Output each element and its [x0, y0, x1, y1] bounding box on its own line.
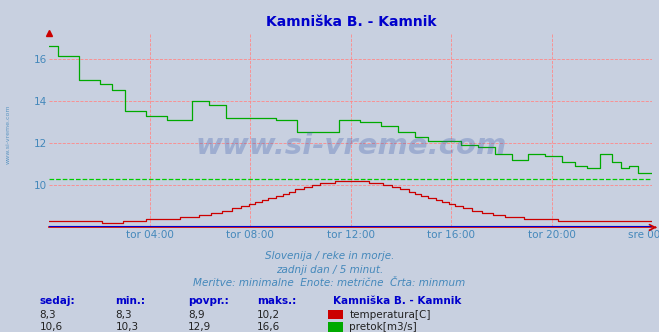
Text: 10,2: 10,2 [257, 310, 280, 320]
Text: 10,3: 10,3 [115, 322, 138, 332]
Text: Meritve: minimalne  Enote: metrične  Črta: minmum: Meritve: minimalne Enote: metrične Črta:… [193, 278, 466, 288]
Text: min.:: min.: [115, 296, 146, 306]
Text: pretok[m3/s]: pretok[m3/s] [349, 322, 417, 332]
Text: Kamniška B. - Kamnik: Kamniška B. - Kamnik [333, 296, 461, 306]
Text: maks.:: maks.: [257, 296, 297, 306]
Text: povpr.:: povpr.: [188, 296, 229, 306]
Text: 10,6: 10,6 [40, 322, 63, 332]
Text: 8,3: 8,3 [40, 310, 56, 320]
Text: 12,9: 12,9 [188, 322, 211, 332]
Text: Slovenija / reke in morje.: Slovenija / reke in morje. [265, 251, 394, 261]
Title: Kamniška B. - Kamnik: Kamniška B. - Kamnik [266, 15, 436, 29]
Text: 8,9: 8,9 [188, 310, 204, 320]
Text: www.si-vreme.com: www.si-vreme.com [195, 132, 507, 160]
Text: temperatura[C]: temperatura[C] [349, 310, 431, 320]
Text: 8,3: 8,3 [115, 310, 132, 320]
Text: 16,6: 16,6 [257, 322, 280, 332]
Text: www.si-vreme.com: www.si-vreme.com [6, 105, 11, 164]
Text: zadnji dan / 5 minut.: zadnji dan / 5 minut. [276, 265, 383, 275]
Text: sedaj:: sedaj: [40, 296, 75, 306]
